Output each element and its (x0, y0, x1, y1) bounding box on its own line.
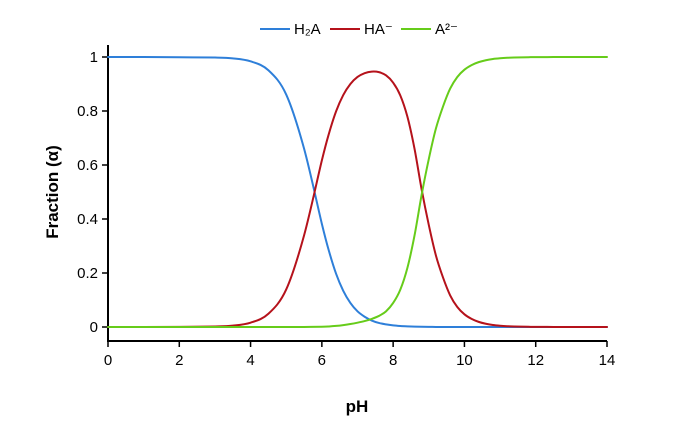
series-line-2 (107, 70, 608, 328)
x-tick-label: 6 (318, 352, 326, 369)
y-tick-label: 0.2 (77, 265, 98, 282)
x-tick-label: 14 (599, 352, 616, 369)
x-tick-label: 0 (104, 352, 112, 369)
x-axis-title: pH (346, 397, 369, 416)
series-line-3 (107, 56, 608, 329)
x-tick-label: 2 (175, 352, 183, 369)
y-tick-label: 0.4 (77, 211, 98, 228)
series-lines (107, 55, 608, 329)
y-tick-label: 0.6 (77, 157, 98, 174)
plot-area: 0 0.2 0.4 0.6 0.8 1 0 2 4 6 8 10 12 14 (77, 45, 615, 369)
x-tick-label: 12 (527, 352, 544, 369)
x-tick-label: 8 (389, 352, 397, 369)
y-axis-ticks: 0 0.2 0.4 0.6 0.8 1 (77, 49, 108, 336)
legend-label-2: HA⁻ (364, 21, 393, 38)
x-axis-ticks: 0 2 4 6 8 10 12 14 (104, 341, 616, 369)
x-tick-label: 10 (456, 352, 473, 369)
legend: H₂A HA⁻ A²⁻ (260, 21, 458, 38)
legend-label-3: A²⁻ (435, 21, 458, 38)
y-axis-title: Fraction (α) (43, 145, 62, 239)
x-tick-label: 4 (246, 352, 254, 369)
series-line-1 (107, 55, 608, 328)
legend-label-1: H₂A (294, 21, 321, 38)
y-tick-label: 0.8 (77, 103, 98, 120)
y-tick-label: 1 (90, 49, 98, 66)
y-tick-label: 0 (90, 319, 98, 336)
